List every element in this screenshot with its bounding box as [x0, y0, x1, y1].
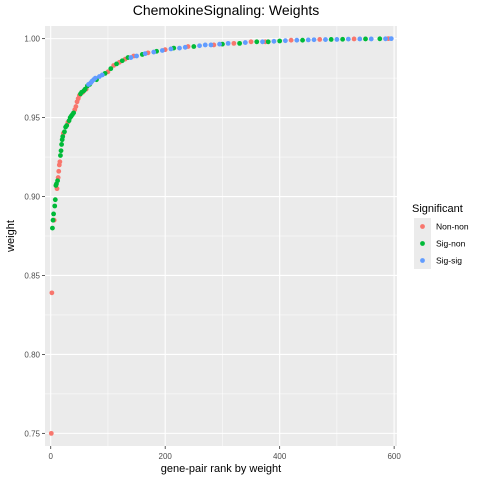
data-point-sig-sig — [99, 72, 105, 78]
data-point-sig-non — [50, 225, 55, 231]
data-point-sig-sig — [334, 37, 340, 42]
data-point-sig-sig — [311, 37, 317, 43]
data-point-sig-sig — [142, 51, 148, 57]
legend: Significant Non-non Sig-non Sig-sig — [412, 203, 469, 269]
y-tick-label: 1.00 — [24, 35, 40, 44]
data-point-sig-non — [328, 37, 334, 42]
legend-label-non-non: Non-non — [436, 222, 469, 232]
legend-marker-sig-sig — [420, 258, 425, 263]
data-point-sig-sig — [323, 37, 328, 42]
data-point-sig-sig — [271, 38, 277, 44]
data-point-sig-non — [119, 58, 125, 64]
data-point-sig-sig — [368, 36, 374, 42]
y-tick-label: 0.80 — [24, 350, 40, 359]
grid-major — [45, 26, 397, 446]
x-tick-label: 600 — [387, 452, 401, 461]
data-point-non-non — [317, 37, 323, 42]
data-point-sig-non — [114, 61, 119, 67]
y-tick-label: 0.95 — [24, 114, 40, 123]
legend-label-sig-sig: Sig-sig — [436, 256, 462, 266]
data-point-non-non — [48, 430, 54, 436]
data-point-sig-sig — [208, 42, 214, 48]
data-point-sig-sig — [197, 43, 202, 49]
y-axis-title: weight — [5, 220, 17, 253]
data-point-sig-non — [50, 217, 56, 223]
y-tick-label: 0.90 — [24, 193, 40, 202]
data-point-sig-non — [55, 178, 60, 184]
legend-marker-sig-non — [420, 241, 425, 246]
data-point-sig-non — [58, 153, 63, 158]
x-tick-label: 200 — [159, 452, 173, 461]
data-point-sig-sig — [345, 36, 351, 42]
data-point-sig-sig — [383, 36, 388, 42]
legend-entries: Non-non Sig-non Sig-sig — [414, 218, 469, 269]
data-point-sig-non — [108, 66, 114, 72]
data-point-non-non — [49, 290, 55, 296]
chart-title: ChemokineSignaling: Weights — [133, 2, 320, 18]
data-point-sig-sig — [294, 37, 300, 43]
data-point-sig-sig — [217, 41, 222, 47]
data-point-sig-sig — [92, 75, 98, 81]
data-point-sig-sig — [242, 40, 248, 45]
data-point-sig-non — [64, 123, 70, 128]
data-point-non-non — [57, 159, 63, 165]
y-tick-label: 0.85 — [24, 271, 40, 280]
data-point-sig-sig — [168, 46, 174, 52]
data-point-sig-non — [363, 36, 368, 42]
y-tick-label: 0.75 — [24, 429, 40, 438]
data-point-sig-non — [62, 129, 67, 135]
data-point-sig-non — [265, 39, 271, 45]
x-axis-ticks: 0 200 400 600 — [48, 446, 401, 461]
data-point-sig-non — [60, 134, 66, 139]
grid-minor — [45, 26, 397, 446]
data-point-sig-sig — [182, 44, 188, 50]
legend-label-sig-non: Sig-non — [436, 239, 466, 249]
data-point-sig-non — [51, 211, 56, 217]
data-point-sig-non — [300, 37, 305, 43]
data-point-non-non — [351, 36, 357, 42]
data-point-non-non — [248, 39, 254, 45]
data-point-sig-non — [191, 44, 197, 49]
data-point-sig-non — [377, 36, 383, 42]
data-point-sig-sig — [177, 45, 182, 51]
data-point-sig-sig — [282, 38, 288, 44]
data-point-sig-sig — [159, 48, 165, 53]
data-point-sig-non — [52, 197, 58, 203]
data-point-sig-sig — [202, 42, 208, 48]
data-point-sig-non — [59, 142, 64, 147]
legend-title: Significant — [412, 203, 463, 215]
legend-marker-non-non — [420, 224, 425, 229]
data-point-sig-non — [340, 36, 346, 42]
data-point-sig-sig — [128, 55, 134, 60]
y-axis-ticks: 0.75 0.80 0.85 0.90 0.95 1.00 — [24, 35, 45, 438]
data-point-sig-non — [58, 148, 64, 154]
data-point-sig-sig — [388, 36, 394, 42]
data-points — [48, 36, 394, 436]
data-point-sig-non — [71, 110, 77, 116]
x-tick-label: 0 — [48, 452, 53, 461]
data-point-non-non — [288, 37, 294, 43]
data-point-non-non — [73, 104, 79, 109]
data-point-sig-sig — [260, 39, 265, 45]
data-point-non-non — [231, 40, 237, 46]
data-point-sig-sig — [134, 53, 139, 59]
data-point-sig-sig — [357, 36, 363, 42]
data-point-sig-non — [254, 39, 260, 45]
x-axis-title: gene-pair rank by weight — [161, 463, 281, 475]
data-point-sig-non — [237, 40, 243, 46]
data-point-sig-sig — [225, 40, 231, 46]
data-point-sig-non — [277, 38, 283, 44]
x-tick-label: 400 — [273, 452, 287, 461]
data-point-non-non — [56, 168, 62, 174]
data-point-sig-sig — [151, 49, 157, 55]
data-point-sig-non — [52, 203, 58, 209]
data-point-sig-sig — [305, 37, 311, 43]
